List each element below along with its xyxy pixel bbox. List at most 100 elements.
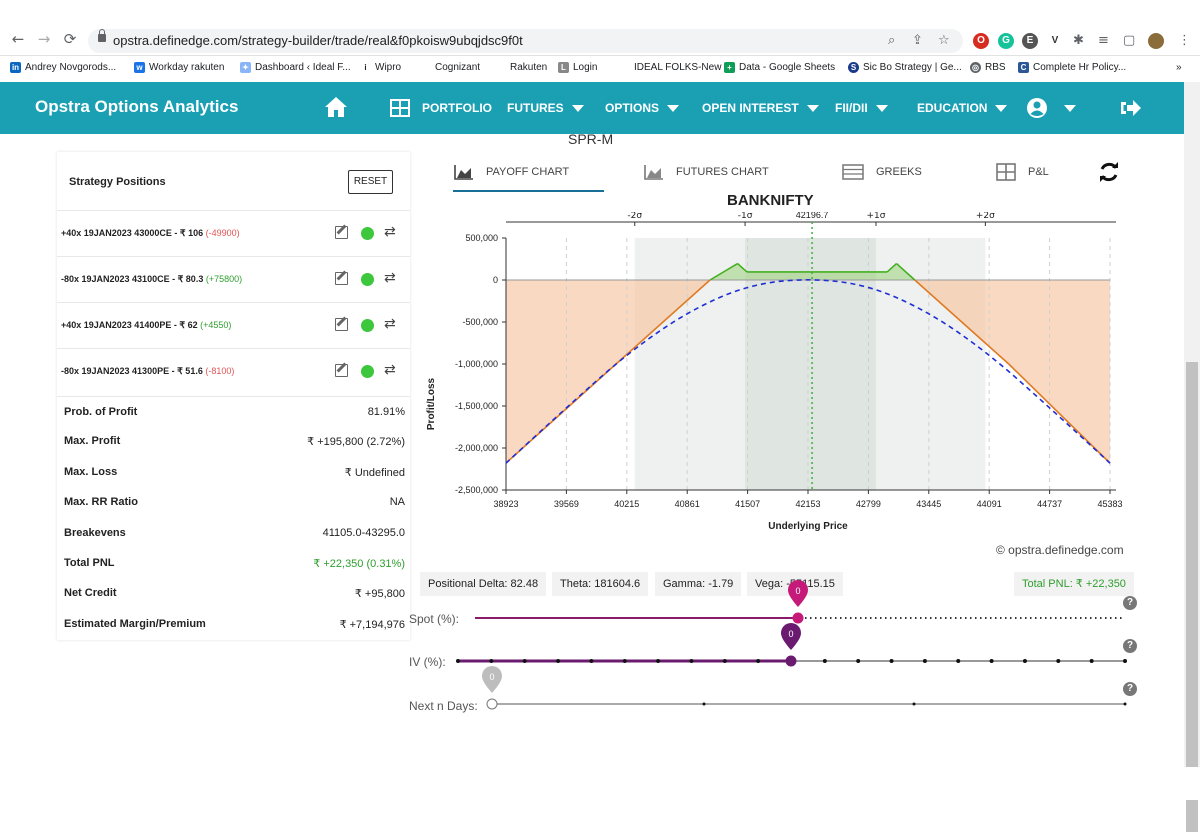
more-menu-icon[interactable]: ⋮ [1178,33,1191,48]
x-tick-label: 41507 [735,499,760,509]
address-bar[interactable] [88,29,963,53]
extension-icon[interactable]: O [973,33,989,49]
y-tick-label: 0 [493,275,498,285]
chevron-down-icon [571,105,584,113]
help-icon[interactable]: ? [1123,682,1137,696]
spot-slider-label: Spot (%): [409,612,460,626]
bookmark-item[interactable]: in Andrey Novgorods... [10,62,117,73]
user-account-icon[interactable] [1026,97,1048,119]
tab-pnl[interactable]: P&L [1028,166,1049,178]
menu-futures[interactable]: FUTURES [507,101,584,115]
url-text[interactable]: opstra.definedge.com/strategy-builder/tr… [113,33,523,48]
menu-portfolio[interactable]: PORTFOLIO [422,101,492,115]
bookmark-item[interactable]: Rakuten [510,62,548,73]
expiry-payoff-segment [1008,363,1111,464]
menu-options[interactable]: OPTIONS [605,101,680,115]
x-tick-label: 40215 [614,499,639,509]
stat-label: Max. Loss [64,465,118,478]
extensions-puzzle-icon[interactable]: ✱ [1073,33,1084,48]
zoom-icon[interactable]: ⌕ [888,33,896,48]
home-icon[interactable] [324,96,348,118]
bookmark-item[interactable]: L Login [558,62,597,73]
bookmark-item[interactable]: C Complete Hr Policy... [1018,62,1126,73]
extension-icon[interactable]: E [1022,33,1038,49]
scrollbar-thumb[interactable] [1186,362,1198,832]
share-icon[interactable]: ⇪ [912,33,923,48]
loss-area-right [914,280,1110,464]
profit-area [710,263,915,280]
stat-label: Net Credit [64,587,117,600]
grammarly-icon[interactable]: G [998,33,1014,49]
slider-tick [589,659,594,663]
next-days-slider[interactable]: 0 [480,666,1140,716]
side-panel-icon[interactable]: ▢ [1123,33,1136,48]
active-tab-indicator [453,190,604,192]
app-header: Opstra Options Analytics PORTFOLIO FUTUR… [0,82,1200,134]
iv-slider-label: IV (%): [409,655,446,669]
next-days-slider-label: Next n Days: [409,699,478,713]
payoff-chart[interactable]: 500,000 0 -500,000 -1,000,000 -1,500,000 -2,0… [410,212,1145,542]
swap-icon[interactable]: ⇄ [384,224,396,240]
sigma-label: -1σ [738,212,753,221]
stat-row: Max. Profit ₹ +195,800 (2.72%) [57,426,410,456]
active-toggle-icon[interactable] [361,273,374,286]
logout-icon[interactable] [1120,98,1142,118]
bookmark-item[interactable]: Cognizant [435,62,481,73]
linkedin-icon: in [10,62,21,73]
iv-slider[interactable]: 0 [450,623,1140,673]
profile-avatar[interactable] [1148,33,1164,49]
tab-futures-chart[interactable]: FUTURES CHART [676,166,769,178]
x-tick-label: 42153 [795,499,820,509]
menu-education[interactable]: EDUCATION [917,101,1008,115]
account-chevron-down-icon[interactable] [1064,105,1076,112]
swap-icon[interactable]: ⇄ [384,270,396,286]
page-scrollbar[interactable] [1184,82,1200,832]
edit-icon[interactable] [335,318,348,331]
dashboard-icon: ✦ [240,62,251,73]
menu-open-interest[interactable]: OPEN INTEREST [702,101,819,115]
chevron-down-icon [806,105,819,113]
reading-list-icon[interactable]: ≡ [1098,33,1109,48]
stat-value: 41105.0-43295.0 [322,526,405,539]
reset-button[interactable]: RESET [348,170,393,194]
stat-row: Estimated Margin/Premium ₹ +7,194,976 [57,609,410,639]
bookmarks-overflow-icon[interactable]: » [1176,62,1182,73]
forward-icon[interactable]: → [37,30,51,48]
position-row: +40x 19JAN2023 41400PE - ₹ 62 (+4550) ⇄ [57,302,410,348]
copyright-text: © opstra.definedge.com [996,543,1124,557]
tab-greeks[interactable]: GREEKS [876,166,922,178]
tab-payoff-chart[interactable]: PAYOFF CHART [486,166,570,178]
stat-row: Breakevens 41105.0-43295.0 [57,518,410,548]
positional-delta: Positional Delta: 82.48 [420,572,547,596]
swap-icon[interactable]: ⇄ [384,362,396,378]
y-axis-title: Profit/Loss [426,377,437,430]
bookmark-item[interactable]: ◎ RBS [970,62,1006,73]
active-toggle-icon[interactable] [361,227,374,240]
extension-icon[interactable]: V [1047,33,1063,49]
brand-title[interactable]: Opstra Options Analytics [35,97,239,116]
menu-fii-dii[interactable]: FII/DII [835,101,888,115]
help-icon[interactable]: ? [1123,639,1137,653]
edit-icon[interactable] [335,364,348,377]
active-toggle-icon[interactable] [361,365,374,378]
edit-icon[interactable] [335,226,348,239]
bookmark-item[interactable]: i Wipro [360,62,401,73]
back-icon[interactable]: ← [11,30,25,48]
edit-icon[interactable] [335,272,348,285]
bookmark-item[interactable]: w Workday rakuten [134,62,224,73]
swap-icon[interactable]: ⇄ [384,316,396,332]
slider-tick [689,659,694,663]
bookmark-item[interactable]: IDEAL FOLKS-New [634,62,722,73]
spot-slider[interactable]: 0 [465,580,1145,630]
bookmark-item[interactable]: S Sic Bo Strategy | Ge... [848,62,962,73]
portfolio-grid-icon [390,99,410,117]
bookmark-item[interactable]: ✦ Dashboard ‹ Ideal F... [240,62,351,73]
bookmark-item[interactable]: + Data - Google Sheets [724,62,835,73]
reload-icon[interactable]: ⟳ [63,30,77,48]
refresh-icon[interactable] [1098,161,1120,183]
expiry-payoff-segment [709,262,739,281]
help-icon[interactable]: ? [1123,596,1137,610]
active-toggle-icon[interactable] [361,319,374,332]
table-icon [996,163,1016,181]
bookmark-star-icon[interactable]: ☆ [938,33,950,48]
